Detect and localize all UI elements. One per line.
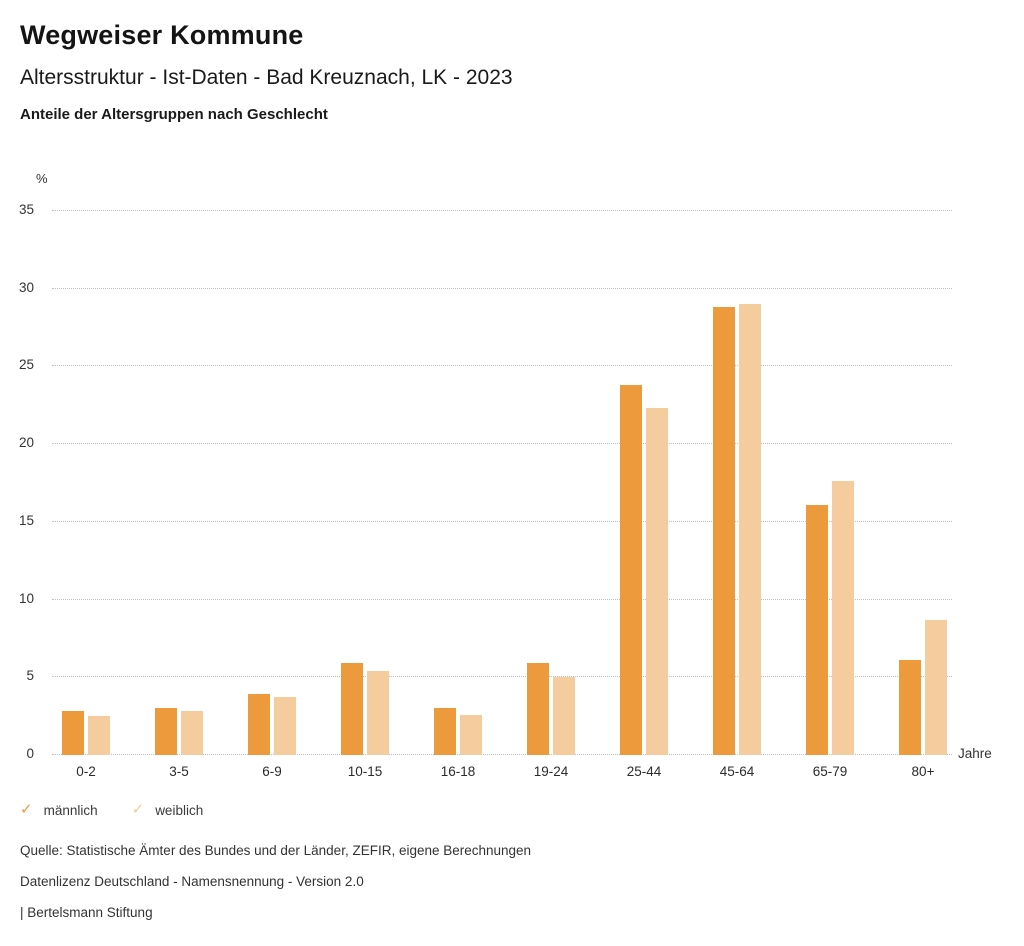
bar-männlich-80+: [899, 660, 921, 755]
check-icon: ✓: [131, 801, 145, 818]
x-axis-unit-label: Jahre: [958, 746, 992, 761]
bar-weiblich-0-2: [88, 716, 110, 755]
bar-weiblich-3-5: [181, 711, 203, 755]
gridline-0: [52, 754, 952, 755]
x-tick-label-10-15: 10-15: [347, 764, 383, 779]
bar-männlich-0-2: [62, 711, 84, 755]
legend-item-maennlich[interactable]: ✓ männlich: [20, 801, 98, 819]
gridline-25: [52, 365, 952, 367]
x-tick-label-0-2: 0-2: [76, 764, 96, 779]
legend-label-weiblich: weiblich: [155, 802, 204, 818]
gridline-30: [52, 287, 952, 289]
legend-item-weiblich[interactable]: ✓ weiblich: [132, 801, 204, 819]
bar-männlich-45-64: [713, 307, 735, 755]
attribution-note: | Bertelsmann Stiftung: [20, 905, 153, 920]
y-tick-label-20: 20: [18, 435, 34, 451]
x-tick-label-45-64: 45-64: [719, 764, 755, 779]
page-title: Wegweiser Kommune: [20, 20, 304, 50]
bar-männlich-25-44: [620, 385, 642, 755]
x-tick-label-16-18: 16-18: [440, 764, 476, 779]
bar-weiblich-80+: [925, 620, 947, 755]
gridline-20: [52, 443, 952, 445]
legend-label-maennlich: männlich: [43, 802, 98, 818]
bar-weiblich-65-79: [832, 481, 854, 755]
y-tick-label-15: 15: [18, 512, 34, 528]
gridline-10: [52, 598, 952, 600]
y-tick-label-25: 25: [18, 357, 34, 373]
y-axis-unit-label: %: [36, 171, 48, 186]
bar-männlich-6-9: [248, 694, 270, 755]
source-note: Quelle: Statistische Ämter des Bundes un…: [20, 843, 532, 858]
y-tick-label-10: 10: [18, 590, 34, 606]
bar-männlich-16-18: [434, 708, 456, 755]
license-note: Datenlizenz Deutschland - Namensnennung …: [20, 874, 364, 889]
bar-weiblich-10-15: [367, 671, 389, 755]
x-tick-label-25-44: 25-44: [626, 764, 662, 779]
y-tick-label-35: 35: [18, 202, 34, 217]
x-tick-label-80+: 80+: [911, 764, 935, 779]
x-tick-label-6-9: 6-9: [262, 764, 282, 779]
chart-title: Altersstruktur - Ist-Daten - Bad Kreuzna…: [20, 66, 513, 89]
bar-weiblich-6-9: [274, 697, 296, 755]
y-tick-label-5: 5: [26, 668, 34, 684]
bar-männlich-65-79: [806, 505, 828, 755]
bar-männlich-3-5: [155, 708, 177, 755]
bar-weiblich-25-44: [646, 408, 668, 755]
x-tick-label-65-79: 65-79: [812, 764, 848, 779]
y-tick-label-0: 0: [26, 746, 34, 761]
x-tick-label-19-24: 19-24: [533, 764, 569, 779]
bar-männlich-10-15: [341, 663, 363, 755]
y-tick-label-30: 30: [18, 279, 34, 295]
check-icon: ✓: [20, 801, 33, 818]
bar-männlich-19-24: [527, 663, 549, 755]
bar-weiblich-45-64: [739, 304, 761, 755]
bar-weiblich-16-18: [460, 715, 482, 755]
x-tick-label-3-5: 3-5: [169, 764, 189, 779]
gridline-15: [52, 520, 952, 522]
gridline-5: [52, 676, 952, 678]
gridline-35: [52, 210, 952, 211]
chart-legend: ✓ männlich ✓ weiblich: [20, 801, 203, 819]
chart-subtitle: Anteile der Altersgruppen nach Geschlech…: [20, 106, 328, 123]
bar-weiblich-19-24: [553, 677, 575, 755]
